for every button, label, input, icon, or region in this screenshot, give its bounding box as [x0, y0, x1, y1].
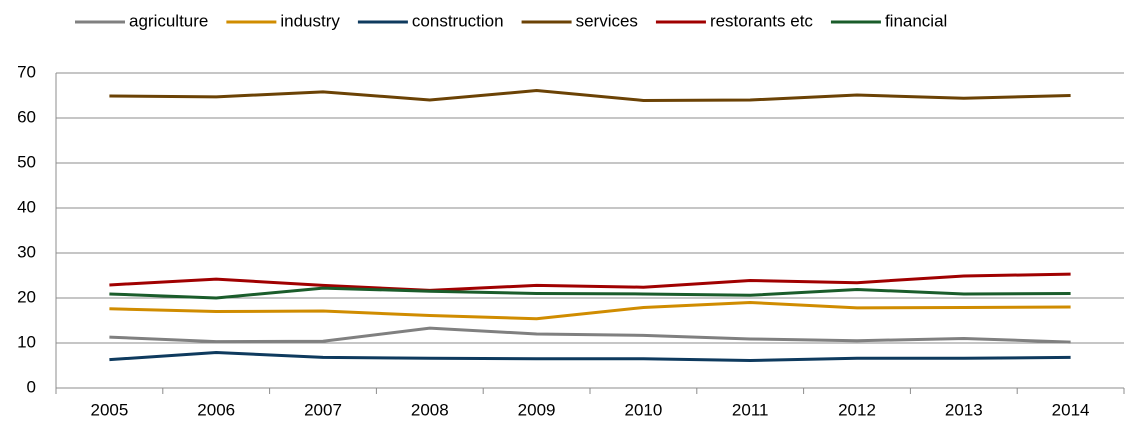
x-tick-label: 2011: [732, 400, 769, 419]
series-line: [109, 350, 1071, 363]
x-tick-label: 2007: [304, 400, 342, 419]
legend-label: financial: [885, 11, 947, 30]
y-tick-label: 50: [17, 152, 36, 171]
y-tick-label: 60: [17, 107, 36, 126]
x-tick-label: 2006: [197, 400, 235, 419]
series-line: [109, 272, 1071, 292]
y-tick-label: 0: [27, 377, 36, 396]
y-tick-label: 40: [17, 197, 36, 216]
y-tick-label: 20: [17, 287, 36, 306]
x-tick-label: 2009: [518, 400, 556, 419]
legend-label: construction: [412, 11, 504, 30]
series-line: [109, 326, 1071, 344]
x-tick-label: 2014: [1052, 400, 1090, 419]
series-line: [109, 89, 1071, 102]
series-line: [109, 300, 1071, 321]
legend-label: agriculture: [129, 11, 208, 30]
y-tick-label: 10: [17, 332, 36, 351]
series-line: [109, 286, 1071, 300]
x-tick-label: 2008: [411, 400, 449, 419]
x-tick-label: 2005: [90, 400, 128, 419]
y-tick-label: 30: [17, 242, 36, 261]
legend-label: industry: [280, 11, 340, 30]
legend-label: services: [576, 11, 638, 30]
y-tick-label: 70: [17, 62, 36, 81]
x-tick-label: 2013: [945, 400, 983, 419]
x-tick-label: 2010: [624, 400, 662, 419]
x-tick-label: 2012: [838, 400, 876, 419]
legend-label: restorants etc: [710, 11, 813, 30]
